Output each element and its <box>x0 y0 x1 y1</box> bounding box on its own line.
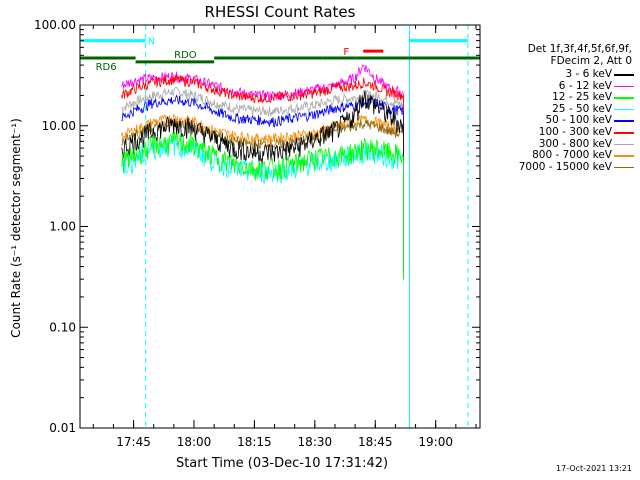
legend-label: 12 - 25 keV <box>552 91 612 104</box>
series-line-8 <box>121 119 404 151</box>
legend-title-line: FDecim 2, Att 0 <box>550 55 632 67</box>
legend-swatch <box>614 132 634 134</box>
x-tick-label: 18:45 <box>358 435 393 449</box>
y-tick-label: 100.00 <box>34 18 76 32</box>
legend-label: 50 - 100 keV <box>545 114 612 127</box>
legend-label: 300 - 800 keV <box>538 137 612 150</box>
legend-swatch <box>614 85 634 88</box>
y-tick-label: 0.01 <box>49 421 76 435</box>
x-tick-label: 19:00 <box>418 435 453 449</box>
legend-swatch <box>614 166 634 169</box>
legend-entry: 6 - 12 keV <box>478 80 640 92</box>
x-tick-label: 18:30 <box>298 435 333 449</box>
legend-label: 7000 - 15000 keV <box>518 160 612 173</box>
legend-swatch <box>614 155 634 157</box>
series-line-0 <box>121 90 404 164</box>
state-label: RD6 <box>96 62 117 73</box>
y-axis-label: Count Rate (s⁻¹ detector segment⁻¹) <box>9 118 23 338</box>
legend-swatch <box>614 74 634 76</box>
legend-entry: 100 - 300 keV <box>478 126 640 138</box>
legend-entry: 800 - 7000 keV <box>478 149 640 161</box>
x-tick-label: 18:00 <box>177 435 212 449</box>
series-line-5 <box>121 74 404 104</box>
legend-entry: 300 - 800 keV <box>478 138 640 150</box>
legend-label: 25 - 50 keV <box>552 102 612 115</box>
legend-swatch <box>614 143 634 146</box>
legend-entry: 25 - 50 keV <box>478 103 640 115</box>
legend-entry: 50 - 100 keV <box>478 114 640 126</box>
legend-entry: 3 - 6 keV <box>478 68 640 80</box>
series-line-3 <box>121 136 404 185</box>
legend-label: 3 - 6 keV <box>565 68 612 80</box>
x-axis-label: Start Time (03-Dec-10 17:31:42) <box>176 456 388 471</box>
legend-label: 6 - 12 keV <box>558 79 612 92</box>
legend-title-line: Det 1f,3f,4f,5f,6f,9f, <box>527 43 632 55</box>
legend-swatch <box>614 97 634 99</box>
series-line-4 <box>121 94 404 128</box>
x-tick-label: 17:45 <box>116 435 151 449</box>
legend-entry: 7000 - 15000 keV <box>478 161 640 173</box>
y-tick-label: 1.00 <box>49 220 76 234</box>
legend-label: 100 - 300 keV <box>538 126 612 138</box>
series-line-1 <box>121 64 404 103</box>
y-tick-label: 10.00 <box>42 119 76 133</box>
state-label: F <box>343 47 349 58</box>
state-label: RDO <box>174 50 197 61</box>
legend-swatch <box>614 108 634 111</box>
y-tick-label: 0.10 <box>49 320 76 334</box>
legend-entry: 12 - 25 keV <box>478 91 640 103</box>
x-tick-label: 18:15 <box>237 435 272 449</box>
legend-swatch <box>614 120 634 122</box>
state-label: N <box>148 37 155 48</box>
chart-title: RHESSI Count Rates <box>205 3 356 21</box>
timestamp: 17-Oct-2021 13:21 <box>556 464 632 473</box>
legend-label: 800 - 7000 keV <box>532 149 612 162</box>
series-line-2 <box>121 131 404 181</box>
